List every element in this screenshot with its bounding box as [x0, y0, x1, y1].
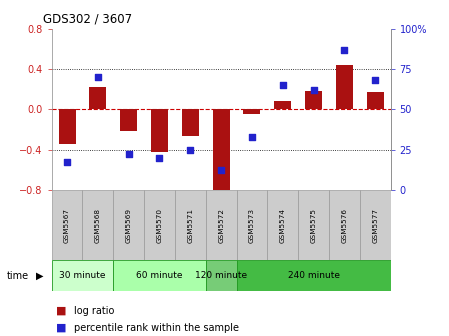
Bar [367, 92, 384, 109]
Bar [175, 190, 206, 260]
Bar [329, 190, 360, 260]
Point [279, 82, 286, 88]
Text: ■: ■ [56, 323, 66, 333]
Bar [267, 190, 298, 260]
Bar [237, 260, 391, 291]
Point [310, 87, 317, 92]
Point [372, 78, 379, 83]
Bar [360, 190, 391, 260]
Text: GDS302 / 3607: GDS302 / 3607 [43, 12, 132, 25]
Bar [120, 109, 137, 131]
Point [248, 134, 255, 139]
Bar [213, 109, 229, 195]
Text: GSM5572: GSM5572 [218, 208, 224, 243]
Point [341, 47, 348, 52]
Bar [58, 109, 75, 144]
Bar [336, 65, 353, 109]
Bar [206, 260, 237, 291]
Text: time: time [7, 270, 29, 281]
Text: ▶: ▶ [36, 270, 44, 281]
Point [156, 155, 163, 160]
Point [217, 168, 224, 173]
Bar [274, 101, 291, 109]
Bar [113, 190, 144, 260]
Bar [83, 190, 113, 260]
Text: GSM5575: GSM5575 [311, 208, 317, 243]
Point [63, 160, 70, 165]
Text: GSM5569: GSM5569 [126, 208, 132, 243]
Bar [52, 190, 83, 260]
Bar [151, 109, 168, 152]
Bar [206, 190, 237, 260]
Point [125, 152, 132, 157]
Bar [182, 109, 199, 136]
Text: 120 minute: 120 minute [195, 271, 247, 280]
Text: GSM5577: GSM5577 [372, 208, 378, 243]
Bar [144, 190, 175, 260]
Text: GSM5571: GSM5571 [187, 208, 194, 243]
Text: GSM5568: GSM5568 [95, 208, 101, 243]
Text: GSM5570: GSM5570 [157, 208, 163, 243]
Bar [89, 87, 106, 109]
Bar [237, 190, 267, 260]
Text: ■: ■ [56, 306, 66, 316]
Point [94, 74, 101, 80]
Text: GSM5576: GSM5576 [341, 208, 348, 243]
Text: 240 minute: 240 minute [288, 271, 339, 280]
Text: 60 minute: 60 minute [136, 271, 183, 280]
Text: GSM5567: GSM5567 [64, 208, 70, 243]
Text: 30 minute: 30 minute [59, 271, 106, 280]
Bar [243, 109, 260, 114]
Point [187, 147, 194, 152]
Text: log ratio: log ratio [74, 306, 114, 316]
Bar [113, 260, 206, 291]
Bar [298, 190, 329, 260]
Text: GSM5573: GSM5573 [249, 208, 255, 243]
Bar [52, 260, 113, 291]
Text: percentile rank within the sample: percentile rank within the sample [74, 323, 239, 333]
Bar [305, 91, 322, 109]
Text: GSM5574: GSM5574 [280, 208, 286, 243]
